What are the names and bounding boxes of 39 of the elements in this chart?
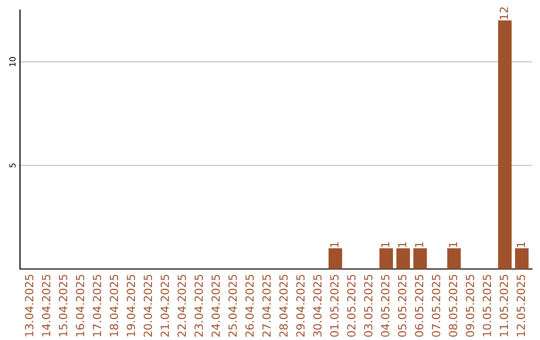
x-tick-label: 18.04.2025 [110,274,118,336]
x-tick-label: 27.04.2025 [262,274,271,337]
y-tick-label: 5 [9,163,16,168]
x-tick-label: 16.04.2025 [76,274,84,336]
x-tick-label: 24.04.2025 [211,274,220,337]
x-tick-label: 28.04.2025 [279,274,288,337]
x-tick-label: 30.04.2025 [313,274,322,337]
data-label: 1 [330,242,338,248]
data-label: 12 [500,7,508,20]
x-tick-label: 05.05.2025 [398,274,406,337]
x-tick-label: 21.04.2025 [160,274,170,337]
x-tick-label: 02.05.2025 [347,274,356,337]
x-tick-label: 07.05.2025 [432,274,440,337]
x-tick-label: 06.05.2025 [414,274,424,337]
data-label: 1 [381,242,390,248]
x-tick-label: 11.05.2025 [500,274,508,336]
x-tick-label: 29.04.2025 [296,274,305,337]
y-tick-label: 10 [9,57,16,66]
x-tick-label: 10.05.2025 [482,274,492,336]
x-tick-label: 19.04.2025 [126,274,136,336]
x-tick-label: 01.05.2025 [330,274,339,337]
x-tick-label: 25.04.2025 [228,274,237,337]
data-label: 1 [415,242,424,248]
data-label: 1 [448,242,458,248]
x-tick-label: 17.04.2025 [92,274,102,336]
x-tick-label: 14.04.2025 [42,274,50,336]
x-tick-label: 20.04.2025 [144,274,152,337]
x-tick-label: 09.05.2025 [466,274,474,337]
x-tick-label: 13.04.2025 [24,274,34,336]
x-tick-label: 26.04.2025 [245,274,254,337]
x-tick-label: 04.05.2025 [381,274,390,337]
x-tick-label: 08.05.2025 [448,274,458,337]
data-label: 1 [398,242,406,248]
x-tick-label: 12.05.2025 [516,274,526,336]
data-label: 1 [516,242,525,248]
x-tick-label: 22.04.2025 [178,274,186,337]
x-tick-label: 03.05.2025 [364,274,372,337]
x-tick-label: 23.04.2025 [194,274,203,337]
x-tick-label: 15.04.2025 [58,274,68,336]
